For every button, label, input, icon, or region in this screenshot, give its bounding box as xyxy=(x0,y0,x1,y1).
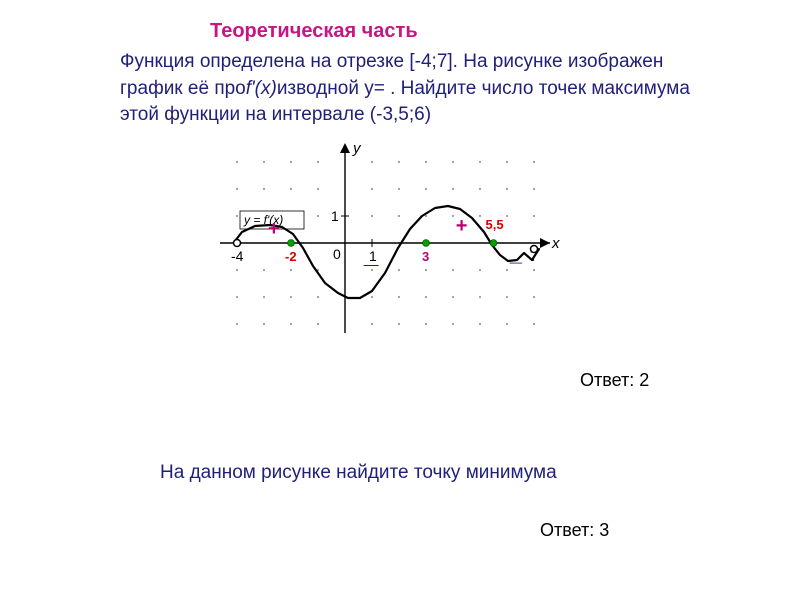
svg-text:-2: -2 xyxy=(285,249,297,264)
derivative-graph: yx011-47y = f'(x)++__-235,5 xyxy=(200,133,570,363)
svg-text:5,5: 5,5 xyxy=(486,217,504,232)
problem-statement: Функция определена на отрезке [-4;7]. На… xyxy=(120,49,730,129)
answer-2: Ответ: 3 xyxy=(540,520,609,541)
question-2: На данном рисунке найдите точку минимума xyxy=(160,460,590,487)
svg-text:3: 3 xyxy=(422,249,429,264)
svg-text:x: x xyxy=(551,235,560,252)
svg-text:0: 0 xyxy=(333,246,341,262)
answer-1: Ответ: 2 xyxy=(580,370,649,391)
svg-text:+: + xyxy=(268,218,280,240)
svg-text:-4: -4 xyxy=(231,248,244,264)
svg-text:1: 1 xyxy=(331,208,339,224)
svg-text:_: _ xyxy=(363,239,379,269)
svg-text:+: + xyxy=(456,215,468,237)
svg-text:y: y xyxy=(352,140,362,157)
svg-text:_: _ xyxy=(509,241,523,266)
derivative-formula-overlay: f'(x) xyxy=(246,78,277,99)
slide: Теоретическая часть Функция определена н… xyxy=(0,0,800,600)
section-title: Теоретическая часть xyxy=(210,20,770,43)
